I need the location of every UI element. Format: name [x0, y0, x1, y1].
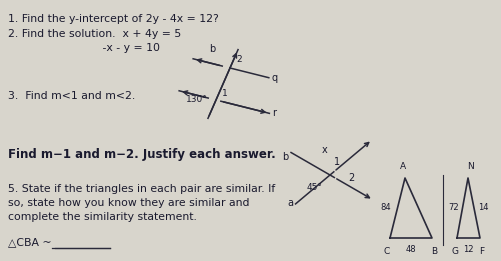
Text: 45°: 45° [307, 183, 323, 192]
Text: 72: 72 [448, 204, 458, 212]
Text: 2. Find the solution.  x + 4y = 5: 2. Find the solution. x + 4y = 5 [8, 29, 181, 39]
Text: 12: 12 [463, 245, 474, 254]
Text: C: C [384, 247, 390, 256]
Text: 2: 2 [348, 173, 354, 183]
Text: complete the similarity statement.: complete the similarity statement. [8, 212, 197, 222]
Text: N: N [467, 162, 474, 171]
Text: r: r [273, 108, 277, 118]
Text: x: x [322, 145, 328, 155]
Text: Find m−1 and m−2. Justify each answer.: Find m−1 and m−2. Justify each answer. [8, 148, 276, 161]
Text: A: A [400, 162, 406, 171]
Text: q: q [272, 73, 278, 83]
Text: -x - y = 10: -x - y = 10 [8, 43, 160, 53]
Text: 2: 2 [236, 55, 241, 64]
Text: 1: 1 [334, 157, 340, 167]
Text: G: G [451, 247, 458, 256]
Text: 14: 14 [478, 204, 488, 212]
Text: b: b [283, 151, 289, 162]
Text: B: B [431, 247, 437, 256]
Text: 5. State if the triangles in each pair are similar. If: 5. State if the triangles in each pair a… [8, 184, 275, 194]
Text: b: b [209, 44, 215, 54]
Text: so, state how you know they are similar and: so, state how you know they are similar … [8, 198, 249, 208]
Text: 3.  Find m<1 and m<2.: 3. Find m<1 and m<2. [8, 91, 135, 101]
Text: 1. Find the y-intercept of 2y - 4x = 12?: 1. Find the y-intercept of 2y - 4x = 12? [8, 14, 219, 24]
Text: a: a [287, 198, 293, 208]
Text: 130°: 130° [186, 96, 208, 104]
Text: 48: 48 [406, 245, 416, 254]
Text: 1: 1 [222, 89, 228, 98]
Text: △CBA ~: △CBA ~ [8, 237, 52, 247]
Text: 84: 84 [381, 204, 391, 212]
Text: F: F [479, 247, 484, 256]
